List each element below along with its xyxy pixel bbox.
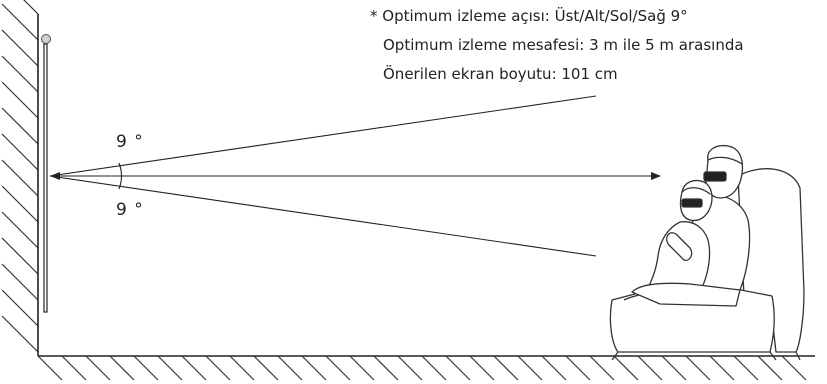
wall-hatching — [1, 0, 39, 353]
note-viewing-angle: * Optimum izleme açısı: Üst/Alt/Sol/Sağ … — [370, 7, 688, 25]
upper-angle-line — [49, 95, 597, 177]
note-viewing-distance: Optimum izleme mesafesi: 3 m ile 5 m ara… — [383, 36, 744, 54]
lower-angle-label: 9 ° — [116, 200, 144, 220]
note-screen-size: Önerilen ekran boyutu: 101 cm — [383, 65, 618, 83]
lower-angle-line — [49, 175, 597, 257]
viewing-notes: * Optimum izleme açısı: Üst/Alt/Sol/Sağ … — [370, 2, 744, 89]
tv-screen-icon — [41, 34, 51, 313]
upper-angle-label: 9 ° — [116, 132, 144, 152]
viewers-with-3d-glasses-icon — [631, 144, 751, 307]
floor-hatching — [37, 355, 807, 381]
left-arrowhead — [50, 172, 60, 180]
